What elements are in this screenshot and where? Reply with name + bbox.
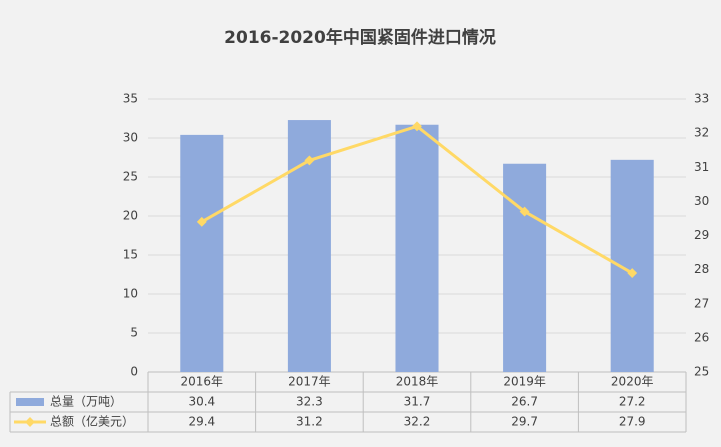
x-tick-label: 2018年 [396, 375, 439, 389]
line-marker [304, 155, 315, 166]
bar [180, 134, 224, 372]
line-marker [627, 268, 638, 278]
legend-swatch [16, 398, 44, 406]
y2-tick-label: 26 [694, 330, 709, 344]
table-value: 31.2 [296, 415, 323, 429]
y-tick-label: 35 [123, 92, 138, 106]
y2-tick-label: 25 [694, 365, 709, 379]
x-tick-label: 2016年 [181, 375, 224, 389]
table-value: 27.2 [619, 395, 646, 409]
y-tick-label: 10 [123, 287, 138, 301]
y2-tick-label: 27 [694, 296, 709, 310]
y2-tick-label: 33 [694, 92, 709, 106]
chart-title: 2016-2020年中国紧固件进口情况 [224, 27, 496, 48]
y-tick-label: 25 [123, 170, 138, 184]
table-value: 32.3 [296, 395, 323, 409]
table-value: 26.7 [511, 395, 538, 409]
legend-label: 总量（万吨） [50, 395, 122, 409]
legend-label: 总额（亿美元） [50, 414, 134, 429]
y-tick-label: 20 [123, 209, 138, 223]
y-tick-label: 15 [123, 248, 138, 262]
y-tick-label: 0 [130, 365, 138, 379]
table-value: 29.7 [511, 415, 538, 429]
line-marker [196, 216, 207, 227]
x-tick-label: 2017年 [288, 375, 331, 389]
y-tick-label: 30 [123, 131, 138, 145]
y2-tick-label: 30 [694, 194, 709, 208]
table-value: 31.7 [404, 395, 431, 409]
y2-tick-label: 32 [694, 126, 709, 140]
y2-tick-label: 31 [694, 160, 709, 174]
bar [503, 163, 547, 372]
x-tick-label: 2019年 [503, 375, 546, 389]
bar [395, 124, 439, 373]
table-value: 32.2 [404, 415, 431, 429]
table-value: 27.9 [619, 415, 646, 429]
table-value: 29.4 [188, 415, 215, 429]
x-tick-label: 2020年 [611, 375, 654, 389]
y2-tick-label: 29 [694, 228, 709, 242]
y2-tick-label: 28 [694, 262, 709, 276]
line-marker [519, 206, 530, 217]
table-value: 30.4 [188, 395, 215, 409]
y-tick-label: 5 [130, 326, 138, 340]
